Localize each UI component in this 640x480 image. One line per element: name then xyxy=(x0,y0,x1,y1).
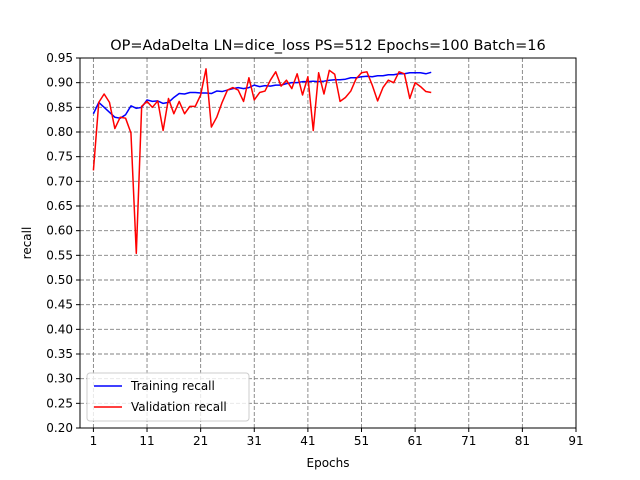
x-axis-title: Epochs xyxy=(307,456,350,470)
y-tick-label: 0.25 xyxy=(46,396,73,410)
y-tick-label: 0.85 xyxy=(46,100,73,114)
x-tick-label: 81 xyxy=(515,434,530,448)
y-tick-label: 0.55 xyxy=(46,248,73,262)
legend: Training recall Validation recall xyxy=(86,372,250,422)
legend-label-validation: Validation recall xyxy=(131,400,227,414)
validation-recall-line xyxy=(92,68,432,255)
x-tick-label: 71 xyxy=(461,434,476,448)
x-tick-label: 51 xyxy=(354,434,369,448)
y-tick-label: 0.50 xyxy=(46,273,73,287)
legend-label-training: Training recall xyxy=(130,379,215,393)
training-recall-line xyxy=(92,71,432,119)
x-tick-label: 91 xyxy=(568,434,583,448)
ticks: 1 11 21 31 41 51 61 71 81 910.200.250.300.350.400… xyxy=(46,51,583,448)
chart-title: OP=AdaDelta LN=dice_loss PS=512 Epochs=1… xyxy=(110,38,545,54)
x-tick-label: 11 xyxy=(139,434,154,448)
x-tick-label: 41 xyxy=(300,434,315,448)
y-tick-label: 0.35 xyxy=(46,347,73,361)
y-tick-label: 0.95 xyxy=(46,51,73,65)
legend-box xyxy=(86,372,250,422)
y-tick-label: 0.20 xyxy=(46,421,73,435)
y-tick-label: 0.65 xyxy=(46,199,73,213)
plot-frame xyxy=(79,57,577,429)
y-tick-label: 0.80 xyxy=(46,125,73,139)
y-tick-label: 0.45 xyxy=(46,298,73,312)
x-tick-label: 61 xyxy=(407,434,422,448)
series-layer xyxy=(92,68,432,255)
y-tick-label: 0.75 xyxy=(46,150,73,164)
y-tick-label: 0.40 xyxy=(46,322,73,336)
x-tick-label: 31 xyxy=(247,434,262,448)
x-tick-label: 21 xyxy=(193,434,208,448)
y-tick-label: 0.90 xyxy=(46,76,73,90)
y-tick-label: 0.70 xyxy=(46,174,73,188)
y-tick-label: 0.30 xyxy=(46,372,73,386)
y-axis-title: recall xyxy=(20,227,34,260)
x-tick-label: 1 xyxy=(90,434,98,448)
y-tick-label: 0.60 xyxy=(46,224,73,238)
